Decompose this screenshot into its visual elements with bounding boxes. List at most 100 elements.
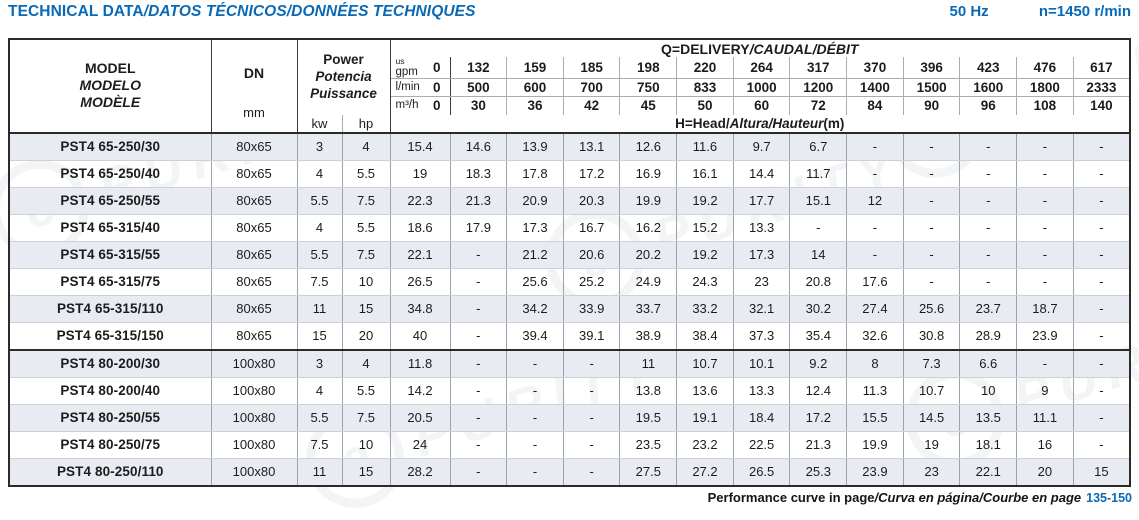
head-value-cell: -	[506, 457, 564, 486]
head-value-cell: 11.6	[676, 131, 734, 161]
head-value-cell: 23.7	[959, 294, 1018, 323]
head-value-cell: -	[959, 213, 1018, 242]
head-value-cell: 23.5	[619, 430, 678, 459]
head-value-cell: 10.7	[902, 376, 961, 405]
delivery-value: 140	[1072, 96, 1131, 115]
head-value-cell: -	[562, 348, 621, 378]
head-value-cell: -	[959, 131, 1018, 161]
head-value-cell: -	[1072, 213, 1131, 242]
head-value-cell: -	[506, 430, 564, 459]
head-value-cell: 23.9	[846, 457, 904, 486]
head-value-cell: 9	[1016, 376, 1074, 405]
kw-cell: 7.5	[296, 430, 343, 459]
head-value-cell: 18.1	[959, 430, 1018, 459]
head-value-cell: 33.9	[562, 294, 621, 323]
head-value-cell: -	[789, 213, 848, 242]
head-value-cell: -	[1072, 267, 1131, 296]
head-value-cell: 22.1	[959, 457, 1018, 486]
head-value-cell: 17.6	[846, 267, 904, 296]
head-value-cell: 19.1	[676, 403, 734, 432]
head-value-cell: 22.1	[389, 240, 451, 269]
head-value-cell: -	[902, 186, 961, 215]
head-value-cell: 7.3	[902, 348, 961, 378]
delivery-value: 90	[902, 96, 961, 115]
head-value-cell: -	[1072, 131, 1131, 161]
model-cell: PST4 65-315/150	[8, 321, 212, 350]
hp-cell: 4	[341, 348, 391, 378]
model-column-header: MODEL MODELO MODÈLE	[8, 38, 212, 133]
model-header-line: MODELO	[79, 77, 141, 94]
delivery-value: 1400	[846, 78, 904, 97]
head-value-cell: 28.9	[959, 321, 1018, 350]
head-value-cell: 16	[1016, 430, 1074, 459]
head-value-cell: 27.2	[676, 457, 734, 486]
head-value-cell: -	[1016, 131, 1074, 161]
head-value-cell: 21.3	[789, 430, 848, 459]
head-value-cell: 22.5	[732, 430, 791, 459]
head-value-cell: 15.1	[789, 186, 848, 215]
dn-cell: 80x65	[210, 131, 298, 161]
delivery-value: 42	[562, 96, 621, 115]
head-value-cell: 13.5	[959, 403, 1018, 432]
head-value-cell: 17.7	[732, 186, 791, 215]
head-value-cell: 12.6	[619, 131, 678, 161]
head-value-cell: 27.4	[846, 294, 904, 323]
head-value-cell: 25.6	[506, 267, 564, 296]
head-value-cell: 10.1	[732, 348, 791, 378]
head-value-cell: 14.4	[732, 159, 791, 188]
hp-cell: 5.5	[341, 213, 391, 242]
head-value-cell: 33.2	[676, 294, 734, 323]
head-value-cell: 38.9	[619, 321, 678, 350]
head-value-cell: 19.9	[619, 186, 678, 215]
head-value-cell: 18.3	[449, 159, 508, 188]
delivery-value: 159	[506, 57, 564, 79]
head-value-cell: 16.7	[562, 213, 621, 242]
delivery-value: 317	[789, 57, 848, 79]
head-value-cell: 18.4	[732, 403, 791, 432]
head-value-cell: 34.8	[389, 294, 451, 323]
page-title-main: TECHNICAL DATA	[8, 3, 144, 20]
table-row: PST4 65-315/150 80x65 15 20 40-39.4 39.1 38.9 3…	[8, 321, 1131, 350]
delivery-value: 423	[959, 57, 1018, 79]
delivery-value: 1500	[902, 78, 961, 97]
head-value-cell: -	[846, 240, 904, 269]
head-value-cell: 13.9	[506, 131, 564, 161]
model-cell: PST4 65-250/40	[8, 159, 212, 188]
head-value-cell: -	[1016, 240, 1074, 269]
head-value-cell: 21.2	[506, 240, 564, 269]
head-value-cell: 13.8	[619, 376, 678, 405]
kw-cell: 15	[296, 321, 343, 350]
head-value-cell: 20.8	[789, 267, 848, 296]
delivery-title-main: Q=DELIVERY	[661, 40, 750, 57]
head-value-cell: -	[449, 376, 508, 405]
head-value-cell: -	[449, 240, 508, 269]
head-value-cell: 13.3	[732, 376, 791, 405]
kw-cell: 5.5	[296, 186, 343, 215]
head-value-cell: -	[1072, 294, 1131, 323]
hp-cell: 7.5	[341, 403, 391, 432]
head-value-cell: -	[1072, 159, 1131, 188]
dn-cell: 100x80	[210, 403, 298, 432]
head-value-cell: -	[449, 403, 508, 432]
delivery-value: 108	[1016, 96, 1074, 115]
head-value-cell: 17.3	[506, 213, 564, 242]
model-cell: PST4 80-200/30	[8, 348, 212, 378]
head-value-cell: 20.6	[562, 240, 621, 269]
kw-cell: 7.5	[296, 267, 343, 296]
dn-cell: 80x65	[210, 186, 298, 215]
head-value-cell: 16.2	[619, 213, 678, 242]
hp-cell: 5.5	[341, 376, 391, 405]
head-value-cell: 37.3	[732, 321, 791, 350]
delivery-value: 396	[902, 57, 961, 79]
head-value-cell: 18.6	[389, 213, 451, 242]
head-value-cell: -	[506, 348, 564, 378]
footer-main: Performance curve in page	[707, 490, 875, 505]
head-value-cell: -	[562, 430, 621, 459]
head-value-cell: -	[959, 240, 1018, 269]
lmin-unit-cell: l/min 0	[389, 78, 451, 97]
head-title-translations: Altura/Hauteur	[729, 115, 824, 131]
delivery-value: 72	[789, 96, 848, 115]
head-value-cell: 32.1	[732, 294, 791, 323]
head-value-cell: -	[449, 430, 508, 459]
hp-cell: 15	[341, 294, 391, 323]
